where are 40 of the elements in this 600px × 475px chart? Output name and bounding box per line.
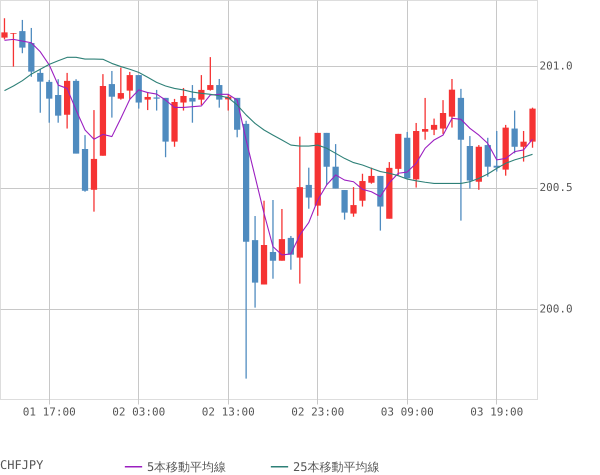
line-series [4, 56, 534, 184]
candlestick [207, 56, 214, 92]
legend-title: CHFJPY [0, 458, 44, 472]
candlestick [368, 167, 375, 184]
legend-label: 25本移動平均線 [293, 460, 380, 474]
candlestick [332, 143, 339, 190]
candlestick [10, 32, 17, 68]
candlestick [55, 78, 62, 124]
candlestick [198, 74, 205, 106]
candlestick [430, 118, 438, 136]
candlestick [19, 19, 26, 54]
x-tick-label: 01 17:00 [22, 406, 76, 418]
x-tick-label: 03 19:00 [470, 406, 524, 418]
candlestick [484, 137, 491, 178]
x-tick-label: 03 09:00 [380, 406, 434, 418]
candlestick [118, 66, 124, 100]
y-tick-label: 200.5 [540, 181, 573, 194]
candlestick [520, 130, 527, 162]
candlestick [350, 186, 357, 218]
candlestick [144, 91, 151, 111]
candlestick [126, 71, 133, 100]
candlestick [440, 99, 446, 135]
candlestick [341, 189, 348, 220]
y-tick-label: 200.0 [540, 302, 573, 316]
candlestick [288, 235, 294, 270]
candlestick [108, 70, 116, 118]
x-tick-label: 02 03:00 [112, 406, 166, 418]
candlestick [422, 97, 428, 140]
legend-label: 5本移動平均線 [147, 460, 226, 474]
x-tick-label: 02 23:00 [291, 406, 344, 418]
candlestick [46, 79, 52, 124]
y-tick-label: 201.0 [540, 60, 573, 73]
candlestick [270, 199, 276, 280]
candlestick [180, 87, 187, 112]
candlestick [1, 18, 8, 40]
candlestick [189, 84, 196, 124]
candlestick [511, 110, 518, 154]
candlestick [37, 68, 44, 114]
x-tick-label: 02 13:00 [202, 406, 255, 418]
candlestick [306, 167, 312, 210]
